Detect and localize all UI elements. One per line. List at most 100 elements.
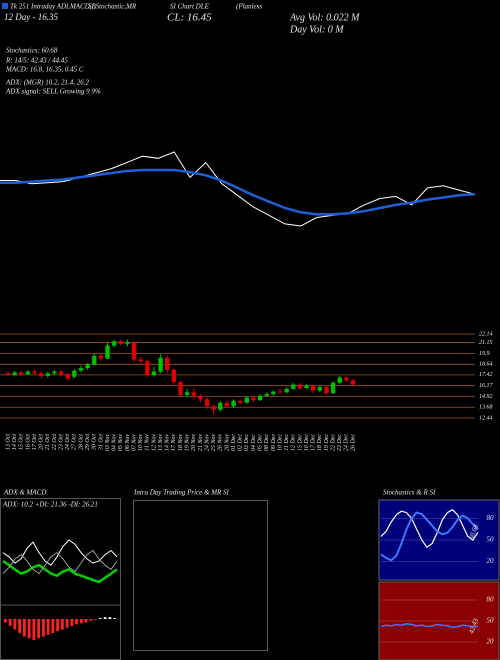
candle-body [165, 357, 170, 370]
y-tick-label: 20 [487, 557, 495, 565]
x-tick-label: 11 Nov [145, 434, 151, 451]
x-tick-label: 19 Dec [324, 434, 330, 451]
x-tick-label: 16 Dec [304, 434, 310, 451]
candle-body [72, 370, 77, 377]
x-tick-label: 24 Dec [343, 434, 350, 451]
stat-line: ADX: (MGR) 10.2, 21.4, 26.2 [5, 79, 90, 87]
y-tick-label: 80 [487, 596, 495, 604]
candle-body [218, 402, 223, 410]
candle-body [264, 394, 269, 396]
x-tick-label: 12 Dec [291, 434, 297, 451]
x-tick-label: 13 Nov [158, 434, 164, 452]
x-tick-label: 22 Dec [330, 434, 336, 451]
macd-bar [94, 619, 98, 620]
candle-body [118, 341, 123, 344]
candle-body [324, 387, 329, 394]
x-tick-label: 17 Oct [32, 434, 38, 450]
header-text: SI,Stochastic,MR [88, 3, 137, 11]
x-tick-label: 10 Nov [138, 434, 144, 452]
y-tick-label: 13.68 [479, 405, 493, 411]
candle-body [125, 342, 130, 344]
y-tick-label: 50 [487, 536, 495, 544]
x-tick-label: 22 Oct [52, 434, 58, 450]
x-tick-label: 18 Nov [178, 434, 184, 452]
macd-bar [41, 619, 45, 637]
x-tick-label: 30 Oct [92, 434, 98, 451]
x-tick-label: 28 Nov [224, 434, 230, 452]
candle-body [350, 380, 356, 385]
candle-body [92, 355, 97, 365]
candle-body [337, 377, 342, 383]
x-tick-label: 05 Nov [118, 434, 124, 452]
day-volume: Day Vol: 0 M [289, 24, 344, 35]
candle-body [111, 341, 117, 346]
candle-body [171, 369, 177, 382]
y-tick-label: 22.14 [479, 330, 493, 337]
close-value: CL: 16.45 [167, 12, 212, 24]
macd-bar [18, 619, 22, 633]
x-tick-label: 05 Dec [257, 434, 263, 451]
candle-body [224, 402, 230, 407]
candle-body [98, 355, 104, 359]
x-tick-label: 14 Nov [164, 434, 171, 452]
y-tick-label: 17.42 [479, 371, 493, 378]
macd-bar [37, 619, 41, 639]
macd-bar [27, 619, 31, 639]
x-tick-label: 07 Nov [131, 434, 137, 452]
x-tick-label: 06 Nov [125, 434, 131, 452]
x-tick-label: 11 Dec [284, 434, 290, 451]
candle-body [65, 374, 70, 379]
candle-body [251, 397, 256, 401]
candle-body [38, 373, 44, 376]
series-line [2, 559, 118, 584]
candle-body [85, 364, 90, 369]
stat-line: Stochastics: 60.68 [6, 47, 58, 55]
x-tick-label: 14 Oct [11, 434, 18, 450]
y-tick-label: 20 [487, 638, 495, 646]
candle-body [310, 385, 316, 391]
x-tick-label: 20 Oct [39, 434, 45, 450]
candle-body [5, 373, 11, 376]
rsi-background [378, 581, 500, 660]
x-tick-label: 21 Nov [198, 434, 204, 452]
candle-body [271, 391, 276, 395]
panel-subtitle: ADX: 10.2 +DI: 21.36 -DI: 26.21 [2, 501, 98, 509]
candle-body [158, 357, 163, 372]
candle-body [204, 399, 210, 407]
x-tick-label: 26 Dec [350, 434, 356, 451]
x-tick-label: 16 Oct [25, 434, 31, 450]
candle-body [138, 359, 143, 362]
candle-body [330, 382, 336, 394]
x-tick-label: 02 Dec [238, 434, 244, 451]
x-tick-label: 01 Dec [231, 434, 237, 451]
candle-body [191, 392, 196, 396]
header-text: Tk 251 Intraday ADLMACD,B [10, 3, 97, 11]
x-tick-label: 24 Nov [203, 434, 210, 452]
x-tick-label: 18 Dec [317, 434, 323, 451]
x-tick-label: 29 Oct [85, 434, 91, 450]
x-tick-label: 28 Oct [78, 434, 84, 450]
x-tick-label: 12 Nov [151, 434, 157, 452]
candle-body [291, 384, 296, 389]
candle-body [105, 345, 110, 359]
x-tick-label: 04 Dec [250, 434, 257, 451]
y-tick-label: 12.44 [479, 414, 493, 421]
x-tick-label: 23 Oct [58, 434, 64, 450]
x-tick-label: 03 Nov [105, 434, 111, 452]
y-tick-label: 18.64 [479, 361, 493, 368]
candle-body [78, 368, 84, 371]
candle-body [45, 373, 51, 376]
x-tick-label: 17 Nov [171, 434, 177, 452]
candle-body [178, 381, 183, 395]
x-tick-label: 20 Nov [191, 434, 197, 452]
y-tick-label: 19.9 [479, 351, 490, 357]
candle-body [277, 391, 283, 393]
x-tick-label: 25 Nov [211, 434, 217, 452]
macd-bar [98, 618, 102, 619]
candle-body [244, 397, 250, 403]
candle-body [58, 371, 64, 375]
y-tick-label: 14.92 [479, 393, 493, 400]
macd-bar [108, 617, 112, 619]
macd-bar [84, 619, 88, 623]
stat-line: R: 14/5: 42.43 / 44.45 [5, 57, 68, 65]
